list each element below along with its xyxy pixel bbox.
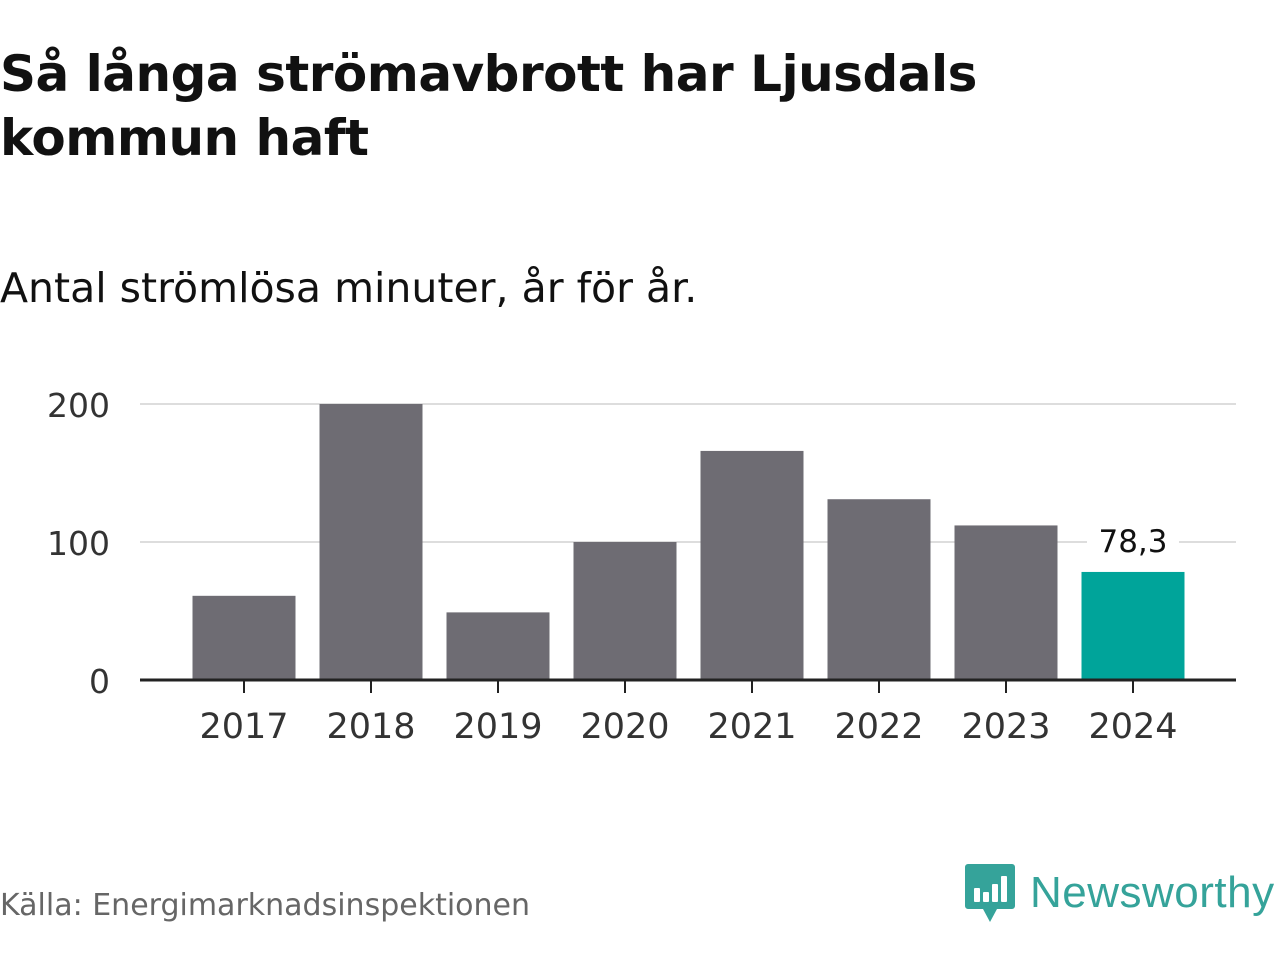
x-tick-label-2017: 2017 — [199, 707, 288, 747]
chart-title: Så långa strömavbrott har Ljusdals kommu… — [0, 45, 977, 167]
y-tick-label: 200 — [47, 386, 110, 425]
y-tick-label: 100 — [47, 524, 110, 563]
bar-2017 — [192, 595, 296, 680]
bar-2018 — [319, 404, 423, 680]
x-axis — [140, 678, 1236, 693]
source-note: Källa: Energimarknadsinspektionen — [0, 888, 531, 923]
bar-2022 — [827, 499, 931, 680]
x-tick-label-2021: 2021 — [707, 707, 796, 747]
y-tick-label: 0 — [89, 662, 110, 701]
bar-2019 — [446, 612, 550, 680]
newsworthy-logo-icon — [965, 864, 1015, 922]
x-tick-label-2020: 2020 — [580, 707, 669, 747]
data-label-2024: 78,3 — [1098, 524, 1167, 560]
x-tick-label-2024: 2024 — [1088, 707, 1177, 747]
x-tick-label-2023: 2023 — [961, 707, 1050, 747]
data-labels: 78,3 — [1087, 523, 1179, 562]
bar-2024 — [1081, 571, 1185, 680]
chart-subtitle: Antal strömlösa minuter, år för år. — [0, 264, 698, 312]
bar-2020 — [573, 542, 677, 680]
x-tick-label-2019: 2019 — [453, 707, 542, 747]
newsworthy-logo: Newsworthy — [964, 862, 1275, 924]
x-tick-label-2018: 2018 — [326, 707, 415, 747]
bar-chart: 0 100 200 2017 2018 2019 2020 2021 2022 2023 2024… — [47, 386, 1236, 747]
y-axis-labels: 0 100 200 — [47, 386, 110, 701]
x-tick-label-2022: 2022 — [834, 707, 923, 747]
data-label-backing — [1087, 523, 1179, 562]
gridlines — [140, 403, 1236, 543]
bar-2023 — [954, 525, 1058, 680]
brand-name: Newsworthy — [1030, 868, 1275, 917]
x-axis-labels: 2017 2018 2019 2020 2021 2022 2023 2024 — [199, 707, 1177, 747]
bar-2021 — [700, 450, 804, 680]
bars — [192, 404, 1185, 680]
